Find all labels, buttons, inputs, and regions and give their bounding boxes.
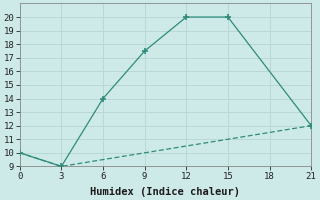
X-axis label: Humidex (Indice chaleur): Humidex (Indice chaleur) <box>91 186 240 197</box>
